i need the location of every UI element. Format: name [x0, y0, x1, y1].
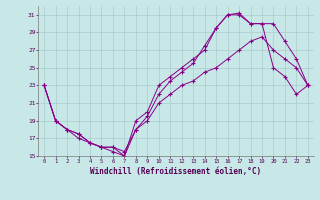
- X-axis label: Windchill (Refroidissement éolien,°C): Windchill (Refroidissement éolien,°C): [91, 167, 261, 176]
